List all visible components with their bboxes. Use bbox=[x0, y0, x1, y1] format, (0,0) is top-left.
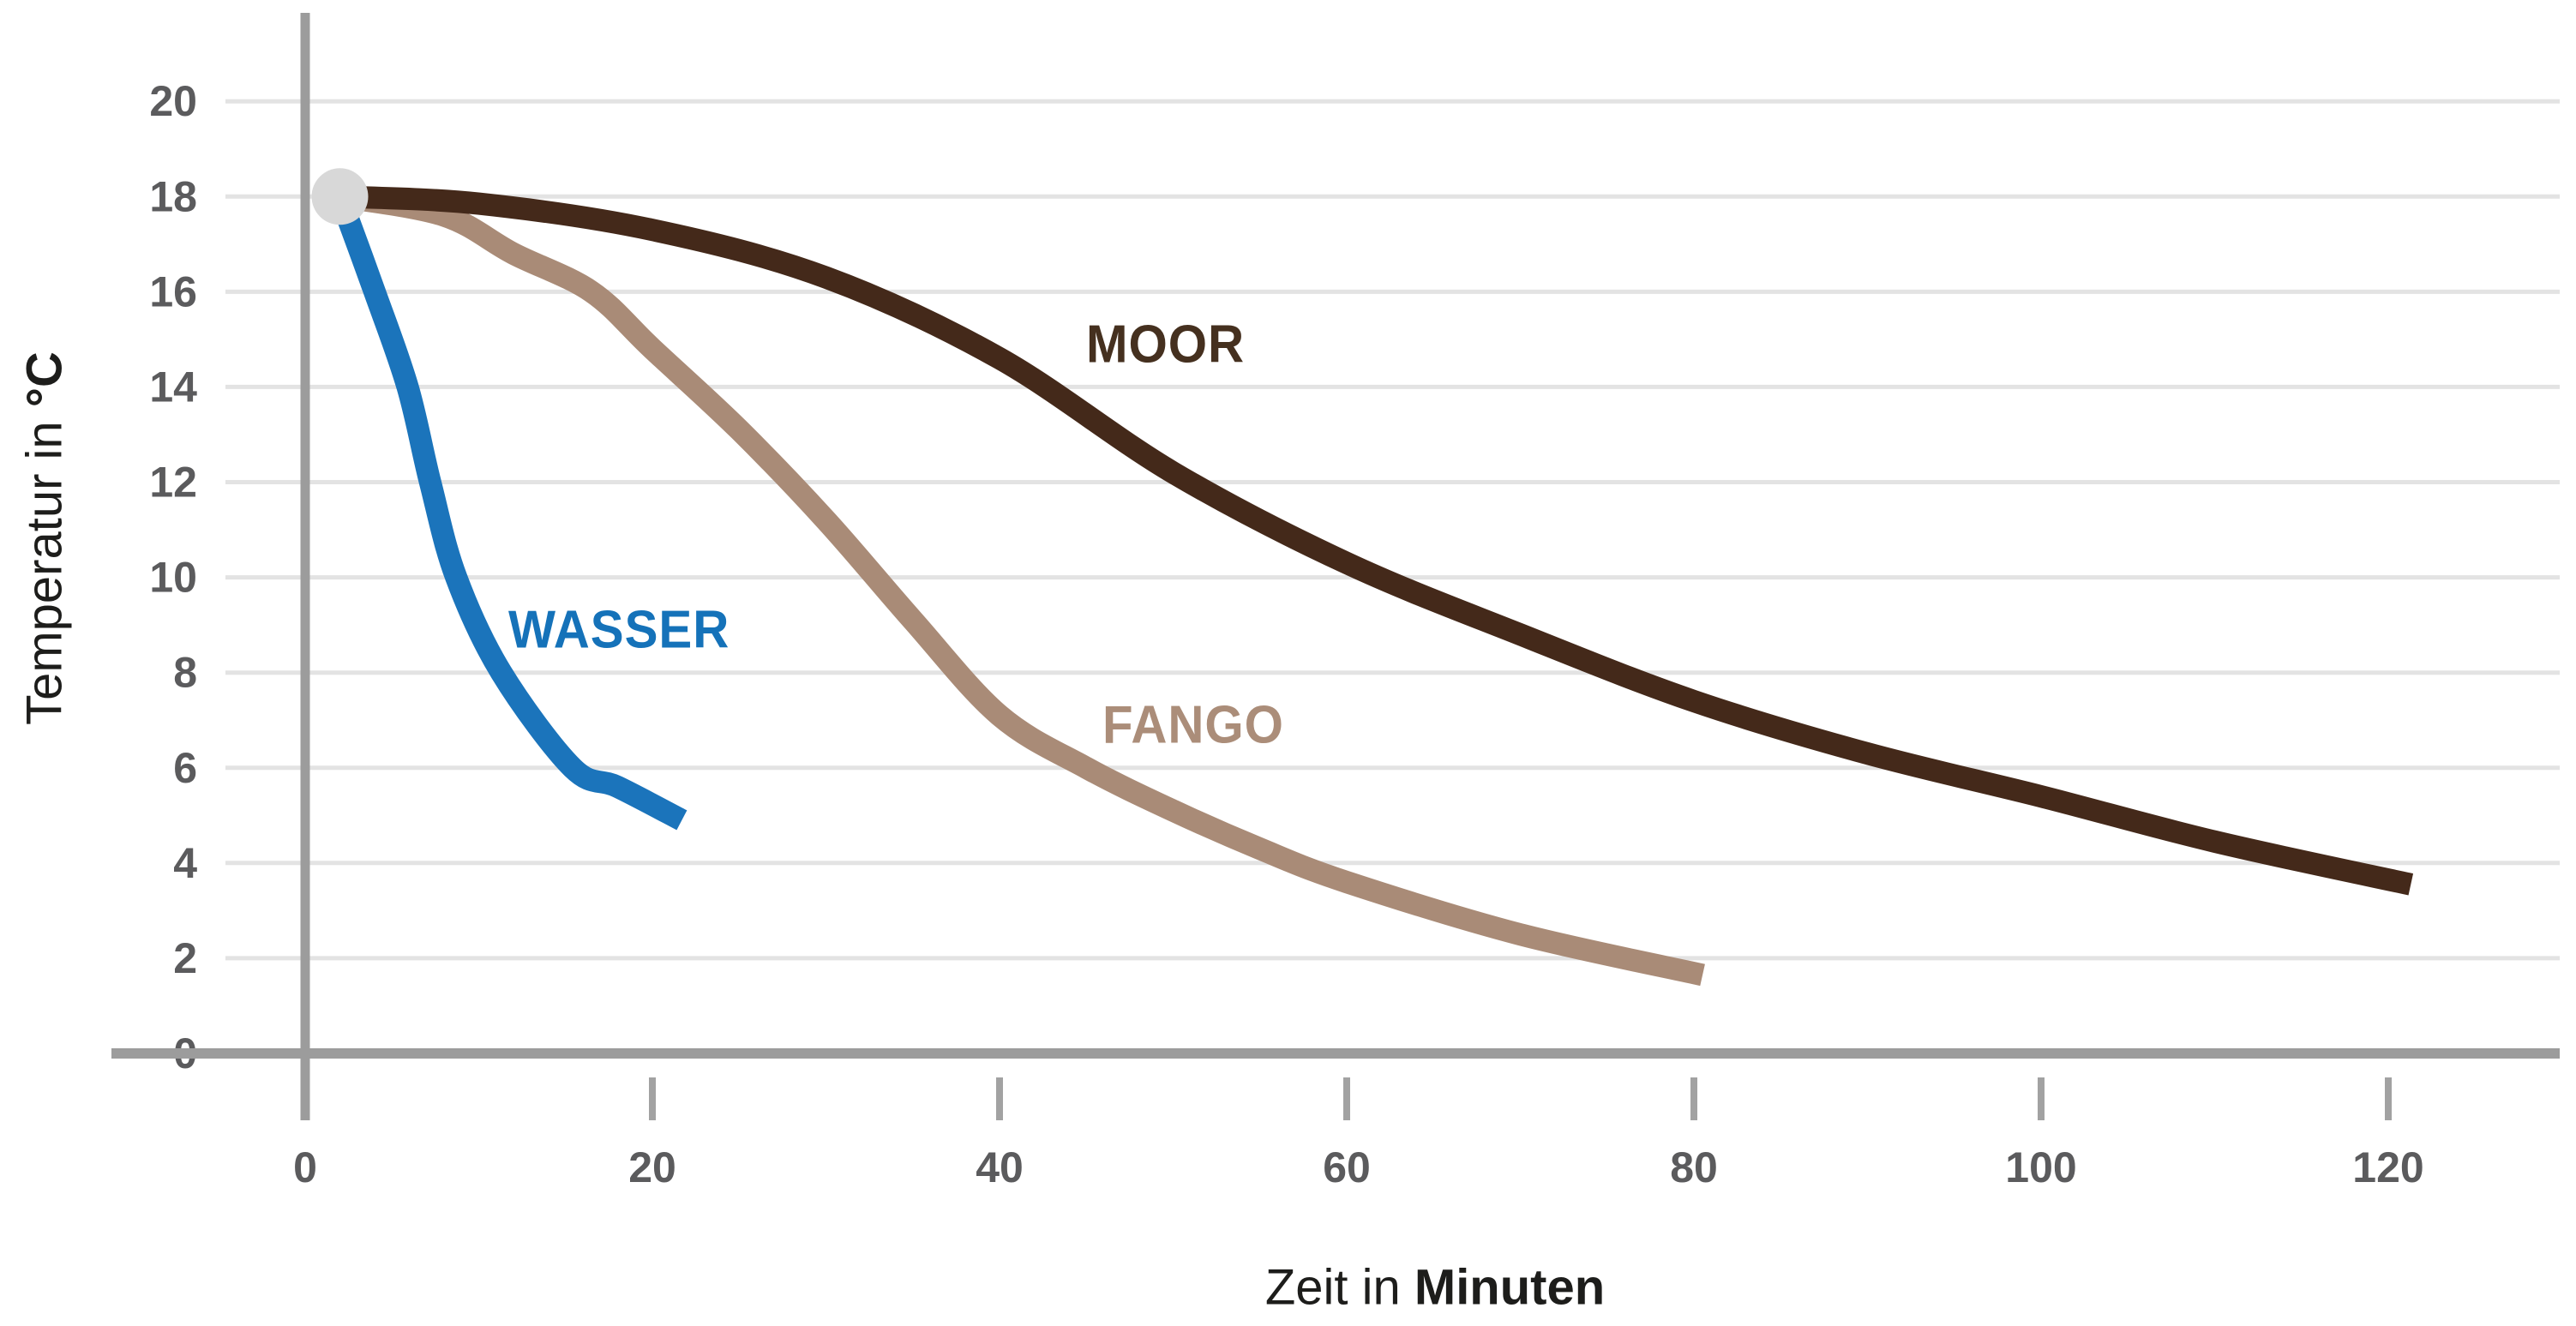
x-axis-title-regular: Zeit in bbox=[1264, 1259, 1414, 1316]
x-tick-label-40: 40 bbox=[976, 1143, 1024, 1191]
x-axis-title-bold: Minuten bbox=[1414, 1259, 1606, 1316]
y-tick-label-6: 6 bbox=[173, 744, 197, 792]
y-tick-label-8: 8 bbox=[173, 649, 197, 697]
series-label-fango: FANGO bbox=[1102, 695, 1284, 755]
series-label-moor: MOOR bbox=[1086, 315, 1246, 374]
y-tick-label-2: 2 bbox=[173, 934, 197, 982]
x-tick-label-120: 120 bbox=[2352, 1143, 2423, 1191]
series-fango-curve bbox=[338, 185, 1705, 987]
y-tick-label-12: 12 bbox=[149, 459, 197, 507]
series-wasser-curve bbox=[329, 192, 688, 831]
y-tick-label-16: 16 bbox=[149, 267, 197, 315]
x-tick-label-60: 60 bbox=[1323, 1143, 1371, 1191]
x-tick-label-0: 0 bbox=[293, 1143, 317, 1191]
y-tick-label-20: 20 bbox=[149, 77, 197, 125]
y-tick-label-10: 10 bbox=[149, 554, 197, 602]
y-tick-label-4: 4 bbox=[173, 839, 197, 887]
y-axis-title: Temperatur in °C bbox=[16, 351, 74, 725]
series-label-wasser: WASSER bbox=[507, 600, 730, 660]
x-tick-label-80: 80 bbox=[1670, 1143, 1718, 1191]
x-axis-title: Zeit in Minuten bbox=[1265, 1259, 1605, 1317]
y-tick-label-14: 14 bbox=[149, 363, 197, 411]
x-tick-label-20: 20 bbox=[628, 1143, 676, 1191]
y-tick-label-18: 18 bbox=[149, 172, 197, 220]
start-marker bbox=[311, 168, 369, 225]
x-tick-label-100: 100 bbox=[2005, 1143, 2076, 1191]
series-moor-curve bbox=[339, 185, 2414, 896]
y-axis-title-bold: °C bbox=[16, 351, 73, 408]
y-axis-title-regular: Temperatur in bbox=[16, 407, 73, 725]
